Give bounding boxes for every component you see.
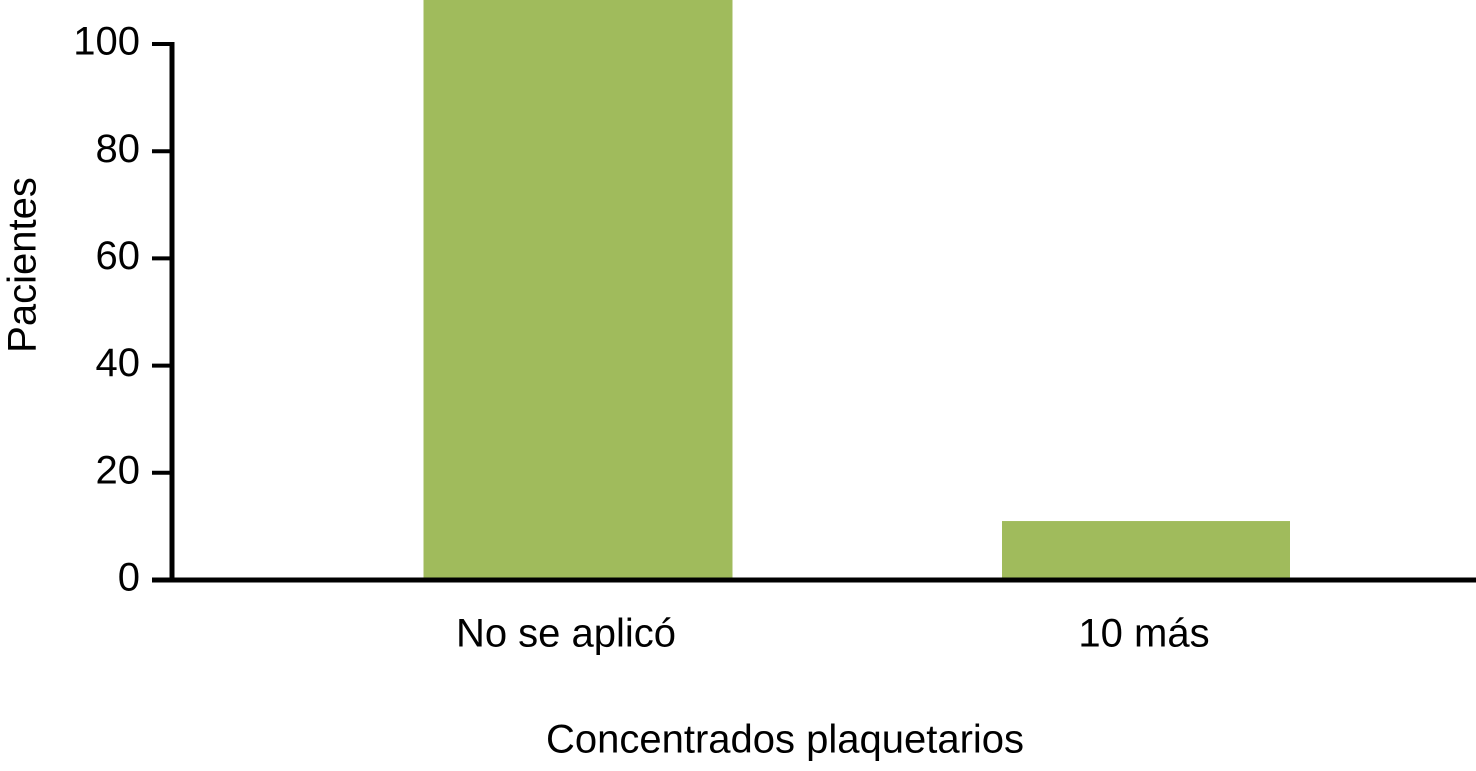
y-axis-title: Pacientes [1, 177, 45, 353]
y-tick-label: 0 [118, 556, 140, 600]
x-axis-title: Concentrados plaquetarios [546, 718, 1024, 762]
x-tick-label: No se aplicó [456, 612, 676, 656]
x-tick-label: 10 más [1078, 612, 1209, 656]
y-tick-label: 80 [96, 127, 141, 171]
y-tick-label: 20 [96, 448, 141, 492]
y-tick-label: 60 [96, 234, 141, 278]
bar [1002, 521, 1290, 580]
y-tick-label: 40 [96, 341, 141, 385]
bar [423, 0, 733, 580]
y-tick-label: 100 [73, 20, 140, 64]
